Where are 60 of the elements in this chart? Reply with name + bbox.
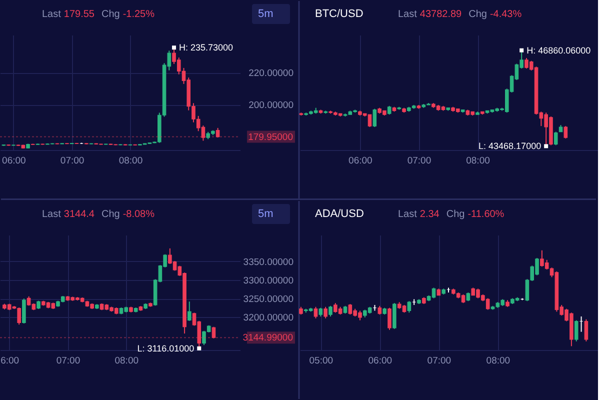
candlestick: [314, 306, 318, 319]
candlestick: [22, 298, 26, 324]
y-tick-label: 3250.00000: [243, 294, 294, 306]
annotation: H: 235.73000: [179, 42, 234, 53]
x-tick-label: 6:00: [0, 356, 20, 366]
candlestick: [574, 320, 578, 342]
text: 2.34: [420, 209, 440, 220]
text: Last: [42, 9, 62, 20]
text: 179.55: [64, 9, 95, 20]
text: Chg: [101, 209, 120, 220]
text: Chg: [446, 209, 465, 220]
chart-title: BTC/USD: [315, 8, 364, 20]
y-tick-label: 220.00000: [248, 68, 294, 80]
candlestick: [407, 300, 412, 314]
x-tick-label: 08:00: [118, 156, 143, 166]
text: -4.43%: [490, 9, 522, 20]
text: 3144.4: [64, 209, 95, 220]
x-tick-label: 08:00: [466, 156, 490, 166]
text: Last: [398, 9, 418, 20]
y-tick-label: 200.00000: [248, 100, 294, 112]
candlestick: [328, 305, 332, 317]
candlestick: [392, 302, 396, 330]
annotation: L: 3116.01000: [137, 343, 194, 354]
x-tick-label: 07:00: [56, 356, 80, 366]
x-tick-label: 08:00: [114, 356, 139, 366]
x-tick-label: 06:00: [2, 156, 26, 166]
x-tick-label: 07:00: [60, 156, 84, 166]
annotation: L: 43468.17000: [478, 141, 542, 152]
x-tick-label: 05:00: [309, 356, 334, 366]
chart-title: ADA/USD: [315, 208, 364, 220]
text: -1.25%: [122, 9, 155, 20]
text: -11.60%: [468, 209, 504, 220]
candlestick: [564, 126, 568, 139]
x-tick-label: 07:00: [407, 156, 432, 166]
y-tick-label: 3200.00000: [243, 312, 294, 324]
annotation: H: 46860.06000: [526, 45, 591, 56]
text: 5m: [258, 208, 274, 220]
ref-line-label: 179.95000: [248, 132, 293, 143]
candlestick: [324, 306, 328, 319]
text: Last: [42, 209, 62, 220]
candlestick: [212, 326, 216, 339]
x-tick-label: 08:00: [486, 356, 510, 366]
candlestick: [187, 301, 192, 322]
y-tick-label: 3300.00000: [243, 275, 294, 286]
candlestick: [216, 127, 220, 138]
candlestick: [554, 131, 558, 146]
text: Last: [398, 209, 418, 220]
text: Chg: [101, 9, 120, 20]
ref-line-label: 3144.99000: [242, 332, 293, 344]
text: -8.08%: [122, 209, 155, 220]
candlestick: [388, 307, 392, 330]
candlestick: [372, 108, 377, 128]
x-tick-label: 06:00: [368, 356, 392, 366]
y-tick-label: 3350.00000: [243, 256, 294, 268]
x-tick-label: 07:00: [427, 356, 452, 366]
candlestick: [584, 318, 588, 342]
text: 5m: [258, 8, 274, 20]
text: 43782.89: [420, 9, 462, 20]
x-tick-label: 06:00: [348, 156, 372, 166]
text: Chg: [468, 9, 487, 20]
